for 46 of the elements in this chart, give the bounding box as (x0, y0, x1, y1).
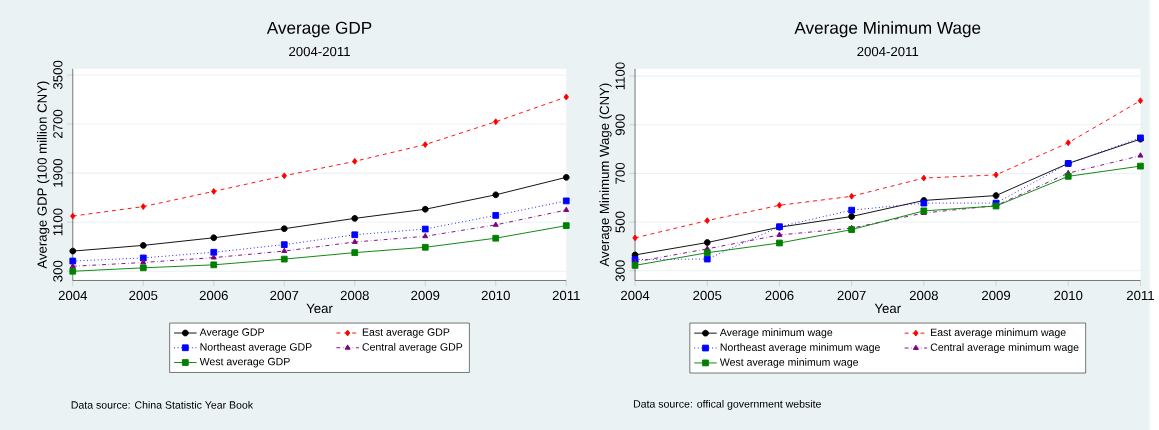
y-axis-title: Average Minimum Wage (CNY) (599, 83, 612, 267)
legend-label: East average GDP (362, 328, 450, 338)
x-tick-label: 2006 (765, 290, 794, 301)
x-tick-label: 2005 (693, 290, 722, 301)
y-tick-label: 700 (615, 162, 625, 184)
x-tick-label: 2011 (1126, 290, 1154, 301)
y-tick-label: 300 (53, 260, 63, 282)
legend-label: Central average minimum wage (930, 343, 1079, 354)
x-axis-title: Year (874, 303, 901, 314)
x-tick-label: 2004 (58, 290, 88, 301)
x-tick-label: 2010 (1054, 290, 1083, 301)
source-note: Data source: offical government website (633, 399, 821, 410)
x-tick-label: 2008 (340, 290, 369, 301)
y-tick-label: 2700 (53, 109, 63, 139)
y-tick-label: 900 (615, 114, 625, 136)
legend-label: West average GDP (199, 357, 290, 368)
x-tick-label: 2004 (621, 290, 650, 301)
x-tick-label: 2011 (552, 290, 580, 301)
chart-subtitle: 2004-2011 (289, 46, 350, 57)
y-tick-label: 1100 (615, 62, 625, 90)
y-tick-label: 3500 (53, 60, 63, 90)
chart-subtitle: 2004-2011 (857, 46, 919, 57)
x-tick-label: 2010 (481, 290, 510, 301)
x-tick-label: 2009 (411, 290, 440, 301)
y-tick-label: 1900 (53, 158, 63, 187)
x-tick-label: 2005 (129, 290, 158, 301)
x-axis-title: Year (306, 303, 333, 314)
x-tick-label: 2007 (837, 290, 866, 301)
x-tick-label: 2007 (270, 290, 299, 301)
legend-label: Central average GDP (362, 342, 463, 353)
chart-title: Average Minimum Wage (794, 21, 981, 38)
legend-label: East average minimum wage (931, 328, 1066, 339)
legend-label: Average minimum wage (719, 328, 833, 339)
legend-label: West average minimum wage (719, 358, 859, 368)
y-tick-label: 300 (615, 260, 625, 282)
chart-title: Average GDP (266, 21, 372, 38)
x-tick-label: 2006 (199, 290, 228, 301)
y-axis-title: Average GDP (100 million CNY) (37, 81, 50, 269)
source-note: Data source: China Statistic Year Book (71, 400, 254, 409)
x-tick-label: 2009 (982, 290, 1011, 301)
legend-label: Northeast average minimum wage (720, 343, 880, 354)
y-tick-label: 1100 (53, 208, 63, 236)
legend-label: Average GDP (199, 328, 264, 338)
x-tick-label: 2008 (909, 290, 938, 301)
y-tick-label: 500 (615, 211, 625, 233)
legend-label: Northeast average GDP (200, 342, 312, 353)
